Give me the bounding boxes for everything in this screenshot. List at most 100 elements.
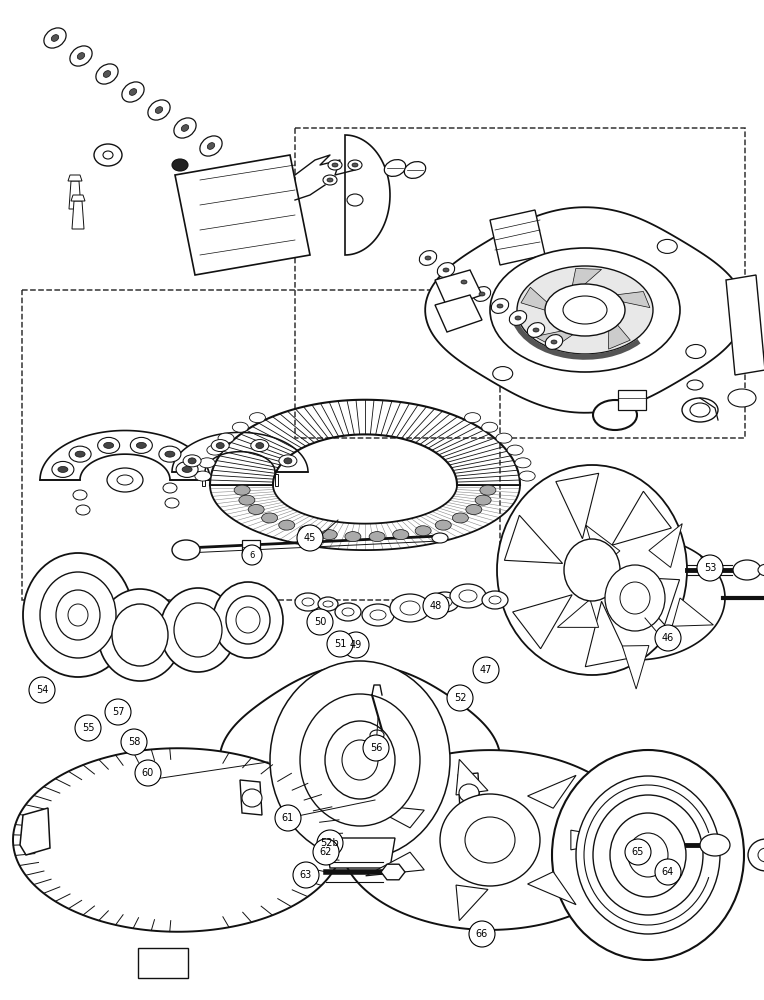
Ellipse shape — [479, 292, 485, 296]
Ellipse shape — [482, 591, 508, 609]
Polygon shape — [240, 780, 262, 815]
Ellipse shape — [552, 750, 744, 960]
Ellipse shape — [435, 520, 452, 530]
Ellipse shape — [216, 443, 224, 449]
Ellipse shape — [620, 582, 650, 614]
Ellipse shape — [563, 296, 607, 324]
Circle shape — [473, 657, 499, 683]
Circle shape — [697, 555, 723, 581]
Circle shape — [29, 677, 55, 703]
Ellipse shape — [295, 593, 321, 611]
Polygon shape — [528, 775, 576, 808]
Polygon shape — [456, 759, 488, 795]
Ellipse shape — [211, 440, 229, 452]
Polygon shape — [600, 291, 650, 308]
Ellipse shape — [496, 433, 512, 443]
Ellipse shape — [686, 344, 706, 359]
Ellipse shape — [174, 603, 222, 657]
Polygon shape — [726, 275, 764, 375]
Text: 47: 47 — [480, 665, 492, 675]
Ellipse shape — [342, 608, 354, 616]
Ellipse shape — [73, 490, 87, 500]
Ellipse shape — [527, 323, 545, 337]
Ellipse shape — [452, 513, 468, 523]
Polygon shape — [545, 536, 725, 660]
Ellipse shape — [103, 151, 113, 159]
Ellipse shape — [98, 437, 120, 453]
Ellipse shape — [474, 287, 490, 301]
Ellipse shape — [188, 458, 196, 464]
Text: 64: 64 — [662, 867, 674, 877]
Ellipse shape — [122, 82, 144, 102]
Polygon shape — [649, 524, 682, 567]
Ellipse shape — [129, 89, 137, 95]
Ellipse shape — [335, 603, 361, 621]
Circle shape — [625, 839, 651, 865]
Ellipse shape — [23, 553, 133, 677]
Ellipse shape — [165, 451, 175, 457]
Ellipse shape — [159, 446, 181, 462]
Ellipse shape — [497, 304, 503, 308]
Ellipse shape — [207, 445, 223, 455]
Ellipse shape — [455, 275, 473, 289]
Polygon shape — [456, 885, 488, 921]
Polygon shape — [458, 773, 480, 810]
Ellipse shape — [107, 468, 143, 492]
Text: 55: 55 — [82, 723, 94, 733]
Ellipse shape — [232, 422, 248, 432]
Ellipse shape — [700, 834, 730, 856]
Polygon shape — [340, 750, 640, 930]
Polygon shape — [609, 315, 630, 349]
Ellipse shape — [239, 495, 255, 505]
Ellipse shape — [103, 71, 111, 77]
Polygon shape — [623, 646, 649, 689]
Ellipse shape — [242, 789, 262, 807]
Ellipse shape — [461, 280, 467, 284]
Polygon shape — [20, 808, 50, 855]
Text: 65: 65 — [632, 847, 644, 857]
Ellipse shape — [593, 400, 637, 430]
Ellipse shape — [96, 64, 118, 84]
Polygon shape — [490, 210, 545, 265]
Ellipse shape — [545, 284, 625, 336]
Polygon shape — [202, 474, 205, 486]
Ellipse shape — [176, 461, 198, 477]
Ellipse shape — [510, 311, 526, 325]
Polygon shape — [71, 195, 85, 201]
Ellipse shape — [69, 446, 91, 462]
Ellipse shape — [593, 795, 703, 915]
Ellipse shape — [466, 505, 482, 515]
Ellipse shape — [163, 483, 177, 493]
Ellipse shape — [248, 505, 264, 515]
Ellipse shape — [443, 268, 449, 272]
Ellipse shape — [218, 433, 234, 443]
Polygon shape — [345, 135, 390, 255]
Ellipse shape — [199, 458, 215, 468]
Ellipse shape — [136, 442, 147, 448]
Ellipse shape — [515, 316, 521, 320]
Ellipse shape — [256, 443, 264, 449]
Ellipse shape — [628, 833, 668, 877]
Ellipse shape — [234, 485, 250, 495]
Circle shape — [307, 609, 333, 635]
Ellipse shape — [390, 594, 430, 622]
Polygon shape — [585, 601, 628, 667]
Ellipse shape — [551, 340, 557, 344]
Ellipse shape — [160, 588, 236, 672]
Ellipse shape — [362, 604, 394, 626]
Text: 49: 49 — [350, 640, 362, 650]
Ellipse shape — [728, 389, 756, 407]
Polygon shape — [586, 525, 620, 569]
Ellipse shape — [183, 455, 201, 467]
Polygon shape — [381, 864, 405, 880]
Ellipse shape — [475, 495, 491, 505]
Ellipse shape — [131, 437, 152, 453]
Ellipse shape — [404, 162, 426, 178]
Ellipse shape — [657, 239, 677, 253]
Ellipse shape — [249, 413, 265, 423]
Ellipse shape — [302, 598, 314, 606]
Ellipse shape — [369, 532, 385, 542]
Polygon shape — [275, 474, 278, 486]
Ellipse shape — [455, 275, 474, 289]
Ellipse shape — [437, 263, 455, 277]
